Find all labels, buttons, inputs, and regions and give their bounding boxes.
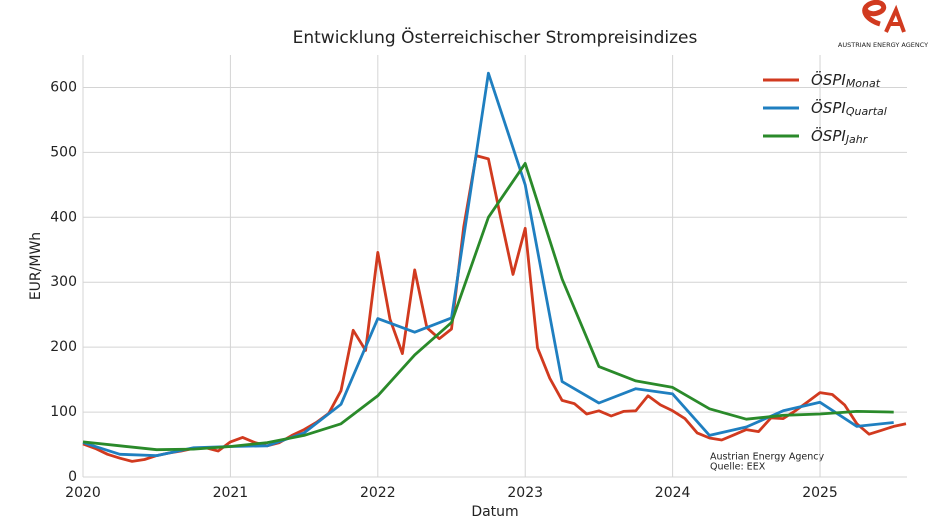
legend-label: ÖSPIQuartal [811, 98, 887, 119]
legend-name: ÖSPI [811, 126, 846, 145]
y-tick-label: 500 [50, 144, 77, 160]
logo-mark [862, 0, 887, 27]
x-tick-label: 2024 [655, 485, 691, 501]
x-axis-label: Datum [471, 504, 518, 520]
chart-title: Entwicklung Österreichischer Strompreisi… [293, 26, 698, 48]
x-tick-label: 2021 [213, 485, 249, 501]
series-line [82, 154, 907, 463]
series-line [82, 162, 894, 452]
legend-label: ÖSPIMonat [811, 70, 881, 91]
annotation: Austrian Energy Agency [710, 452, 824, 463]
y-axis-label: EUR/MWh [28, 232, 44, 300]
legend-subscript: Quartal [846, 105, 887, 118]
logo: AUSTRIAN ENERGY AGENCY [838, 0, 928, 49]
x-tick-label: 2025 [802, 485, 838, 501]
y-tick-label: 0 [68, 469, 77, 485]
annotation: Quelle: EEX [710, 462, 766, 473]
legend-name: ÖSPI [811, 70, 846, 89]
legend-name: ÖSPI [811, 98, 846, 117]
x-tick-label: 2023 [507, 485, 543, 501]
legend-subscript: Jahr [844, 133, 869, 146]
x-tick-label: 2022 [360, 485, 396, 501]
y-tick-label: 300 [50, 274, 77, 290]
y-tick-label: 600 [50, 79, 77, 95]
y-tick-label: 200 [50, 339, 77, 355]
y-tick-label: 400 [50, 209, 77, 225]
x-tick-label: 2020 [65, 485, 101, 501]
logo-text: AUSTRIAN ENERGY AGENCY [838, 41, 928, 49]
y-tick-label: 100 [50, 404, 77, 420]
logo-mark [884, 4, 906, 33]
legend-subscript: Monat [846, 77, 881, 90]
legend-label: ÖSPIJahr [811, 126, 869, 147]
series-line [82, 71, 894, 457]
